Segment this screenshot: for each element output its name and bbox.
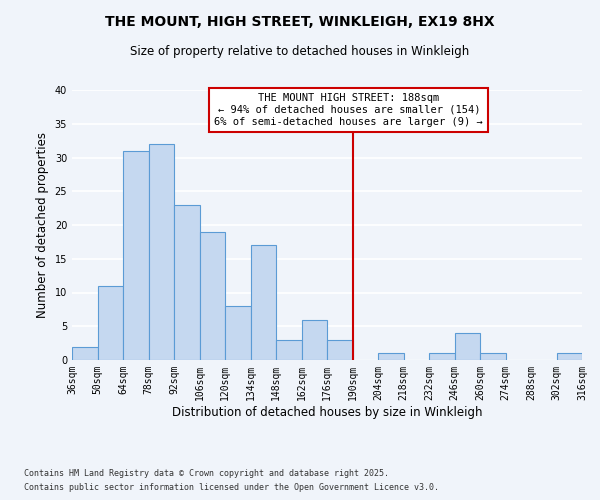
Bar [225, 306, 251, 360]
Bar [302, 320, 327, 360]
Bar [455, 333, 480, 360]
Bar [276, 340, 302, 360]
Text: Size of property relative to detached houses in Winkleigh: Size of property relative to detached ho… [130, 45, 470, 58]
Bar [199, 232, 225, 360]
Bar [429, 353, 455, 360]
Text: THE MOUNT, HIGH STREET, WINKLEIGH, EX19 8HX: THE MOUNT, HIGH STREET, WINKLEIGH, EX19 … [105, 15, 495, 29]
Bar [149, 144, 174, 360]
Bar [123, 151, 149, 360]
Bar [251, 245, 276, 360]
Bar [97, 286, 123, 360]
Bar [72, 346, 97, 360]
X-axis label: Distribution of detached houses by size in Winkleigh: Distribution of detached houses by size … [172, 406, 482, 418]
Text: THE MOUNT HIGH STREET: 188sqm
← 94% of detached houses are smaller (154)
6% of s: THE MOUNT HIGH STREET: 188sqm ← 94% of d… [214, 94, 483, 126]
Bar [327, 340, 353, 360]
Text: Contains public sector information licensed under the Open Government Licence v3: Contains public sector information licen… [24, 484, 439, 492]
Bar [557, 353, 582, 360]
Bar [480, 353, 505, 360]
Y-axis label: Number of detached properties: Number of detached properties [36, 132, 49, 318]
Text: Contains HM Land Registry data © Crown copyright and database right 2025.: Contains HM Land Registry data © Crown c… [24, 468, 389, 477]
Bar [174, 205, 199, 360]
Bar [378, 353, 404, 360]
